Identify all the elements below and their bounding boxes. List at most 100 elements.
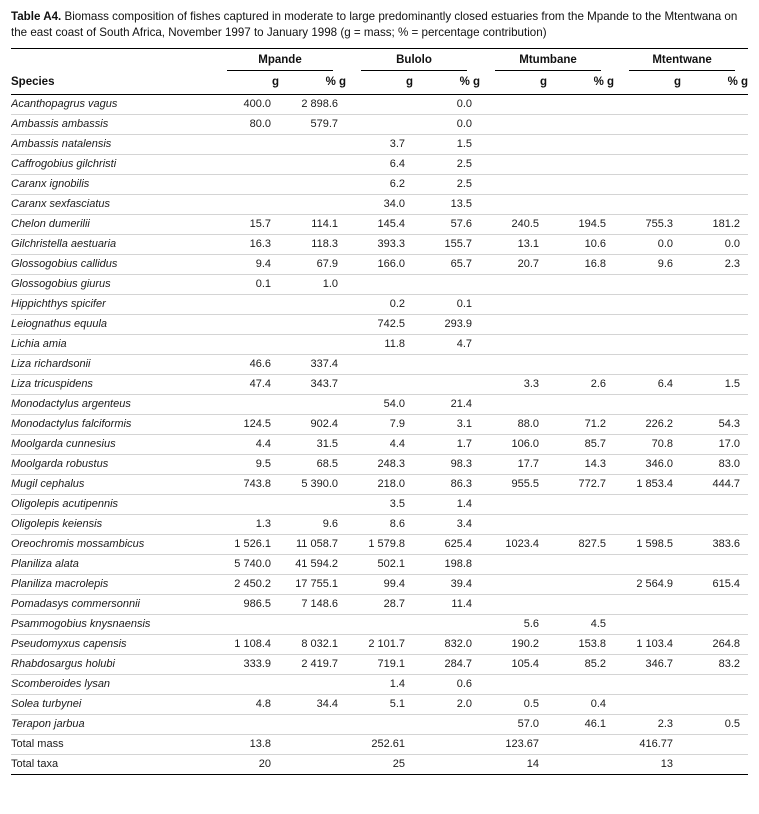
value-cell: 54.0 xyxy=(346,393,414,415)
value-cell: 145.4 xyxy=(346,213,414,235)
value-cell: 3.1 xyxy=(413,413,481,435)
value-cell xyxy=(480,273,548,295)
value-cell: 252.61 xyxy=(346,733,414,755)
value-cell: 2.5 xyxy=(413,173,481,195)
value-cell xyxy=(547,673,615,695)
value-cell: 2 419.7 xyxy=(279,653,347,675)
value-cell xyxy=(480,493,548,515)
value-cell xyxy=(614,273,682,295)
value-cell: 14 xyxy=(480,753,548,775)
value-cell: 742.5 xyxy=(346,313,414,335)
value-cell xyxy=(614,513,682,535)
value-cell xyxy=(547,553,615,575)
species-name-cell: Caranx ignobilis xyxy=(11,173,212,195)
species-name-cell: Pseudomyxus capensis xyxy=(11,633,212,655)
value-cell: 0.5 xyxy=(681,713,749,735)
table-row: Moolgarda cunnesius 4.4 31.5 4.4 1.7 106.0 85.… xyxy=(11,433,749,455)
value-cell xyxy=(480,513,548,535)
value-cell xyxy=(212,313,279,335)
value-cell: 0.1 xyxy=(212,273,279,295)
value-cell xyxy=(614,133,682,155)
value-cell xyxy=(346,113,414,135)
biomass-table: Mpande Bulolo Mtumbane Mtentwane Species… xyxy=(11,47,749,775)
value-cell xyxy=(547,493,615,515)
table-row: Planiliza macrolepis 2 450.2 17 755.1 99.4 3… xyxy=(11,573,749,595)
value-cell xyxy=(279,393,347,415)
value-cell: 0.0 xyxy=(614,233,682,255)
value-cell: 28.7 xyxy=(346,593,414,615)
value-cell xyxy=(480,113,548,135)
table-caption-text: Biomass composition of fishes captured i… xyxy=(11,10,738,39)
species-name-cell: Glossogobius giurus xyxy=(11,273,212,295)
value-cell: 248.3 xyxy=(346,453,414,475)
value-cell: 9.6 xyxy=(279,513,347,535)
value-cell: 444.7 xyxy=(681,473,749,495)
value-cell: 16.8 xyxy=(547,253,615,275)
value-cell: 2 450.2 xyxy=(212,573,279,595)
value-cell xyxy=(413,713,481,735)
value-cell: 5.6 xyxy=(480,613,548,635)
value-cell: 1 108.4 xyxy=(212,633,279,655)
value-cell: 153.8 xyxy=(547,633,615,655)
value-cell xyxy=(614,613,682,635)
value-cell: 218.0 xyxy=(346,473,414,495)
table-row: Caranx ignobilis 6.2 2.5 xyxy=(11,173,749,195)
value-cell xyxy=(346,353,414,375)
value-cell: 11.4 xyxy=(413,593,481,615)
value-cell: 827.5 xyxy=(547,533,615,555)
value-cell: 4.7 xyxy=(413,333,481,355)
value-cell xyxy=(681,513,749,535)
value-cell xyxy=(480,293,548,315)
table-row: Ambassis natalensis 3.7 1.5 xyxy=(11,133,749,155)
group-header-mpande: Mpande xyxy=(212,48,346,72)
value-cell xyxy=(346,713,414,735)
table-row: Caranx sexfasciatus 34.0 13.5 xyxy=(11,193,749,215)
value-cell: 9.6 xyxy=(614,253,682,275)
species-name-cell: Ambassis ambassis xyxy=(11,113,212,135)
value-cell: 1.5 xyxy=(413,133,481,155)
value-cell: 46.6 xyxy=(212,353,279,375)
value-cell xyxy=(681,493,749,515)
value-cell: 1 598.5 xyxy=(614,533,682,555)
table-row: Planiliza alata 5 740.0 41 594.2 502.1 198.8 xyxy=(11,553,749,575)
column-header-row: Species g % g g % g g % g g % g xyxy=(11,71,749,95)
table-caption: Table A4. Biomass composition of fishes … xyxy=(11,9,748,41)
species-name-cell: Chelon dumerilii xyxy=(11,213,212,235)
value-cell xyxy=(681,94,748,114)
value-cell: 0.0 xyxy=(456,98,473,111)
value-cell: 772.7 xyxy=(547,473,615,495)
value-cell: 105.4 xyxy=(480,653,548,675)
value-cell: 393.3 xyxy=(346,233,414,255)
table-head: Mpande Bulolo Mtumbane Mtentwane Species… xyxy=(11,48,749,95)
value-cell: 579.7 xyxy=(279,113,347,135)
value-cell: 13 xyxy=(614,753,682,775)
value-cell: 83.0 xyxy=(681,453,749,475)
value-cell: 0.0 xyxy=(413,113,481,135)
value-cell: 57.6 xyxy=(413,213,481,235)
value-cell xyxy=(279,333,347,355)
value-cell: 14.3 xyxy=(547,453,615,475)
value-cell: 83.2 xyxy=(681,653,749,675)
value-cell: 194.5 xyxy=(547,213,615,235)
value-cell xyxy=(279,293,347,315)
species-name-cell: Lichia amia xyxy=(11,333,212,355)
value-cell: 13.1 xyxy=(480,233,548,255)
value-cell xyxy=(547,133,615,155)
value-cell xyxy=(547,113,615,135)
value-cell: 20 xyxy=(212,753,279,775)
value-cell xyxy=(346,373,414,395)
table-row: Glossogobius callidus 9.4 67.9 166.0 65.7 20.… xyxy=(11,253,749,275)
value-cell xyxy=(279,493,347,515)
value-cell xyxy=(480,593,548,615)
value-cell: 198.8 xyxy=(413,553,481,575)
value-cell xyxy=(614,293,682,315)
value-cell: 13.8 xyxy=(212,733,279,755)
value-cell xyxy=(547,753,615,775)
value-cell: 416.77 xyxy=(614,733,682,755)
value-cell: 743.8 xyxy=(212,473,279,495)
value-cell xyxy=(480,553,548,575)
value-cell xyxy=(681,293,749,315)
value-cell: 1.4 xyxy=(346,673,414,695)
value-cell xyxy=(212,153,279,175)
value-cell: 0.2 xyxy=(346,293,414,315)
